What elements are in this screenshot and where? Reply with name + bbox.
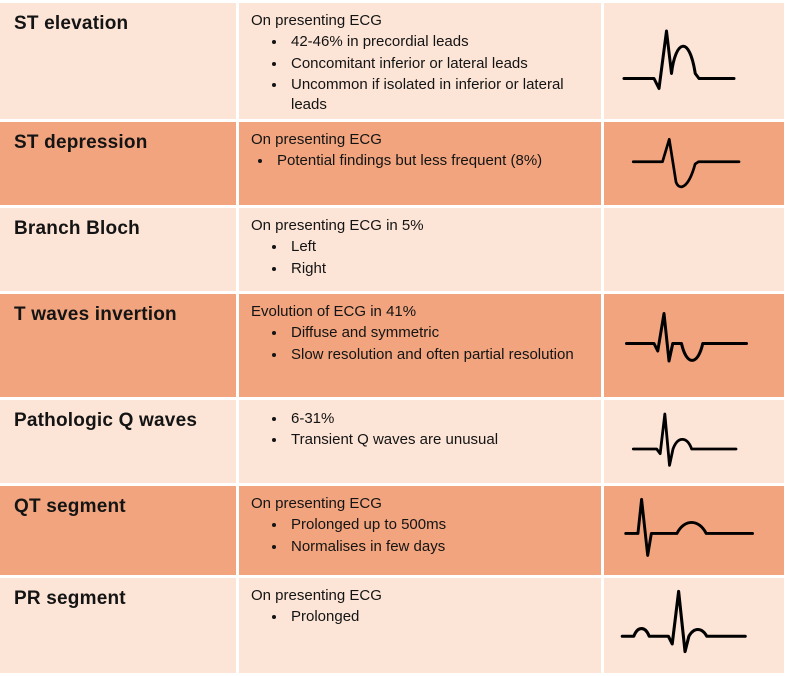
bullet-item: Slow resolution and often partial resolu… bbox=[287, 345, 591, 365]
row-title-text: ST depression bbox=[14, 132, 148, 153]
row-title-t-wave-inversion: T waves invertion bbox=[0, 294, 236, 397]
row-description-st-elevation: On presenting ECG 42-46% in precordial l… bbox=[239, 3, 601, 119]
description-heading: On presenting ECG bbox=[251, 587, 382, 604]
st-depression-ecg-icon bbox=[631, 137, 741, 188]
st-elevation-ecg-icon bbox=[622, 29, 736, 90]
row-waveform-st-elevation bbox=[604, 3, 784, 119]
row-description-pr-segment: On presenting ECG Prolonged bbox=[239, 578, 601, 673]
description-heading: On presenting ECG bbox=[251, 131, 382, 148]
ecg-trace-path bbox=[622, 29, 736, 90]
row-title-branch-block: Branch Bloch bbox=[0, 208, 236, 291]
bullet-item: Potential findings but less frequent (8%… bbox=[273, 151, 591, 171]
row-title-text: Pathologic Q waves bbox=[14, 410, 198, 431]
bullet-item: Left bbox=[287, 237, 591, 257]
bullet-list: Diffuse and symmetric Slow resolution an… bbox=[251, 323, 591, 365]
bullet-item: Transient Q waves are unusual bbox=[287, 430, 591, 450]
row-waveform-st-depression bbox=[604, 122, 784, 205]
pathologic-q-wave-ecg-icon bbox=[631, 412, 738, 467]
bullet-item: Concomitant inferior or lateral leads bbox=[287, 54, 591, 74]
ecg-trace-path bbox=[620, 589, 747, 653]
bullet-item: Uncommon if isolated in inferior or late… bbox=[287, 75, 591, 116]
row-title-st-depression: ST depression bbox=[0, 122, 236, 205]
description-heading: On presenting ECG bbox=[251, 12, 382, 29]
pr-prolongation-ecg-icon bbox=[620, 589, 747, 653]
ecg-trace-path bbox=[631, 412, 738, 467]
row-waveform-pr-segment bbox=[604, 578, 784, 673]
row-description-st-depression: On presenting ECG Potential findings but… bbox=[239, 122, 601, 205]
row-description-qt-segment: On presenting ECG Prolonged up to 500ms … bbox=[239, 486, 601, 575]
bullet-item: 6-31% bbox=[287, 409, 591, 429]
row-title-pathologic-q-waves: Pathologic Q waves bbox=[0, 400, 236, 483]
qt-prolongation-ecg-icon bbox=[624, 497, 754, 557]
bullet-list: Prolonged up to 500ms Normalises in few … bbox=[251, 515, 591, 557]
row-title-st-elevation: ST elevation bbox=[0, 3, 236, 119]
row-description-pathologic-q-waves: 6-31% Transient Q waves are unusual bbox=[239, 400, 601, 483]
ecg-trace-path bbox=[624, 497, 754, 557]
bullet-item: 42-46% in precordial leads bbox=[287, 32, 591, 52]
row-title-qt-segment: QT segment bbox=[0, 486, 236, 575]
bullet-item: Normalises in few days bbox=[287, 537, 591, 557]
row-waveform-qt-segment bbox=[604, 486, 784, 575]
description-heading: On presenting ECG bbox=[251, 495, 382, 512]
bullet-list: Potential findings but less frequent (8%… bbox=[251, 151, 591, 171]
row-title-text: ST elevation bbox=[14, 13, 129, 34]
bullet-list: 42-46% in precordial leads Concomitant i… bbox=[251, 32, 591, 115]
ecg-trace-path bbox=[631, 137, 741, 188]
row-title-text: T waves invertion bbox=[14, 304, 177, 325]
bullet-list: Left Right bbox=[251, 237, 591, 279]
bullet-item: Right bbox=[287, 259, 591, 279]
bullet-item: Prolonged bbox=[287, 607, 591, 627]
bullet-list: Prolonged bbox=[251, 607, 591, 627]
description-heading: Evolution of ECG in 41% bbox=[251, 303, 417, 320]
row-description-branch-block: On presenting ECG in 5% Left Right bbox=[239, 208, 601, 291]
row-title-pr-segment: PR segment bbox=[0, 578, 236, 673]
bullet-list: 6-31% Transient Q waves are unusual bbox=[251, 409, 591, 451]
bullet-item: Diffuse and symmetric bbox=[287, 323, 591, 343]
ecg-trace-path bbox=[625, 311, 748, 362]
row-waveform-branch-block-empty bbox=[604, 208, 784, 291]
bullet-item: Prolonged up to 500ms bbox=[287, 515, 591, 535]
description-heading: On presenting ECG in 5% bbox=[251, 217, 424, 234]
row-waveform-t-wave-inversion bbox=[604, 294, 784, 397]
row-waveform-pathologic-q-waves bbox=[604, 400, 784, 483]
row-title-text: QT segment bbox=[14, 496, 126, 517]
row-title-text: PR segment bbox=[14, 588, 126, 609]
t-wave-inversion-ecg-icon bbox=[625, 311, 748, 362]
row-description-t-wave-inversion: Evolution of ECG in 41% Diffuse and symm… bbox=[239, 294, 601, 397]
row-title-text: Branch Bloch bbox=[14, 218, 140, 239]
